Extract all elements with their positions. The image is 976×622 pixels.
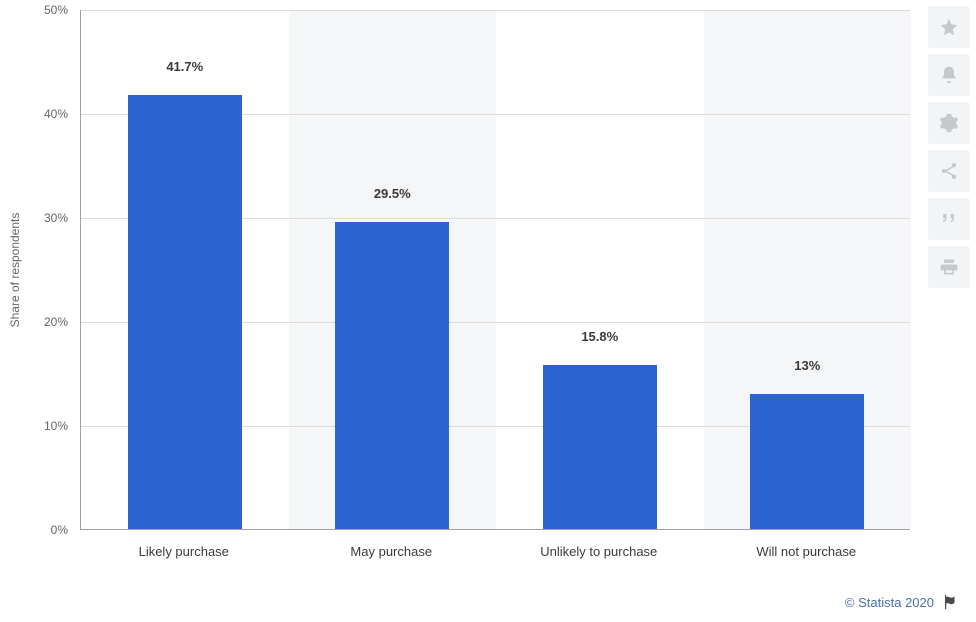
y-tick-label: 30% [28, 211, 68, 225]
plot-area: 41.7% 29.5% 15.8% 13% [80, 10, 910, 530]
bar[interactable] [128, 95, 242, 529]
bar[interactable] [335, 222, 449, 529]
y-tick-label: 10% [28, 419, 68, 433]
bar-value-label: 41.7% [166, 59, 203, 74]
bar[interactable] [543, 365, 657, 529]
print-icon [939, 257, 959, 277]
x-tick-label: Unlikely to purchase [540, 544, 657, 559]
gridline [81, 10, 910, 11]
share-button[interactable] [928, 150, 970, 192]
notify-icon [939, 65, 959, 85]
toolbar [928, 6, 970, 288]
y-tick-label: 50% [28, 3, 68, 17]
attribution: © Statista 2020 [845, 594, 958, 610]
attribution-link[interactable]: © Statista 2020 [845, 595, 934, 610]
y-tick-label: 20% [28, 315, 68, 329]
x-tick-label: Likely purchase [139, 544, 229, 559]
y-tick-label: 40% [28, 107, 68, 121]
share-icon [939, 161, 959, 181]
favorite-button[interactable] [928, 6, 970, 48]
x-tick-label: Will not purchase [756, 544, 856, 559]
cite-icon [939, 209, 959, 229]
report-flag-icon[interactable] [942, 594, 958, 610]
bar-value-label: 15.8% [581, 329, 618, 344]
bar-value-label: 13% [794, 358, 820, 373]
settings-icon [939, 113, 959, 133]
y-tick-label: 0% [28, 523, 68, 537]
print-button[interactable] [928, 246, 970, 288]
notify-button[interactable] [928, 54, 970, 96]
x-tick-label: May purchase [350, 544, 432, 559]
cite-button[interactable] [928, 198, 970, 240]
chart-stage: 41.7%29.5%15.8%13% Share of respondents … [0, 0, 976, 622]
favorite-icon [939, 17, 959, 37]
bar-value-label: 29.5% [374, 186, 411, 201]
bar[interactable] [750, 394, 864, 529]
y-axis-title: Share of respondents [8, 213, 22, 328]
settings-button[interactable] [928, 102, 970, 144]
